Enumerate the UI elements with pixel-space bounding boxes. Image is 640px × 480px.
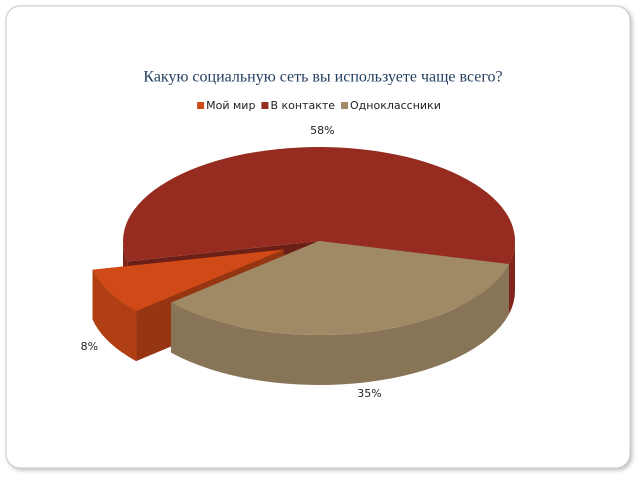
- pie: [92, 146, 515, 385]
- pie-slice: [171, 241, 509, 335]
- legend-swatch: [261, 102, 269, 109]
- legend-swatch: [341, 102, 349, 109]
- legend-label: В контакте: [270, 99, 335, 112]
- legend-label: Одноклассники: [350, 99, 441, 112]
- data-label: 35%: [357, 387, 381, 400]
- pie-side: [508, 241, 515, 315]
- legend-label: Мой мир: [206, 99, 255, 112]
- pie-side: [171, 264, 509, 385]
- pie-slice: [122, 146, 515, 265]
- data-label: 58%: [310, 124, 334, 137]
- pie-slice: [92, 249, 284, 312]
- chart-title: Какую социальную сеть вы используете чащ…: [143, 69, 502, 86]
- pie-side: [92, 269, 137, 362]
- legend: Мой мир В контакте Одноклассники: [197, 99, 441, 112]
- data-label: 8%: [81, 340, 98, 353]
- legend-swatch: [197, 102, 205, 109]
